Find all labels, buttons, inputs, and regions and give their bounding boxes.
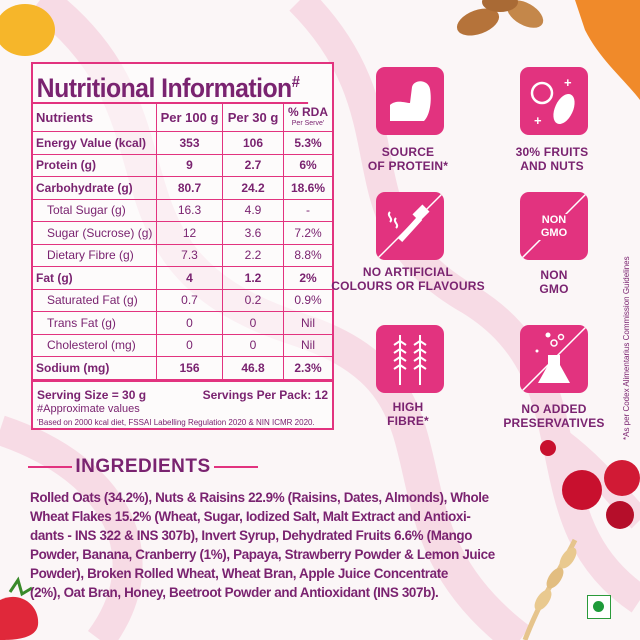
cell-rda: - xyxy=(283,198,332,222)
non-gmo-icon: NON GMO xyxy=(520,192,588,260)
cell-per30: 0 xyxy=(222,333,284,357)
table-row: Fat (g) 4 1.2 2% xyxy=(33,266,332,290)
svg-text:+: + xyxy=(534,113,542,128)
table-header: Nutrients Per 100 g Per 30 g % RDA Per Se… xyxy=(33,104,332,132)
table-row: Cholesterol (mg) 0 0 Nil xyxy=(33,333,332,357)
dropper-crossed-icon xyxy=(376,192,444,260)
cell-name: Carbohydrate (g) xyxy=(33,176,157,200)
cell-per100: 7.3 xyxy=(156,243,223,267)
cell-rda: 2% xyxy=(283,266,332,290)
cell-name: Sodium (mg) xyxy=(33,356,157,380)
cell-per30: 106 xyxy=(222,131,284,155)
cell-per100: 12 xyxy=(156,221,223,245)
table-row: Total Sugar (g) 16.3 4.9- xyxy=(33,198,332,222)
cell-name: Fat (g) xyxy=(33,266,157,290)
strawberry-image xyxy=(0,596,39,640)
cell-per30: 4.9 xyxy=(222,198,284,222)
nutrition-title: Nutritional Information# xyxy=(33,64,309,104)
cell-rda: 7.2% xyxy=(283,221,332,245)
ingredients-text: Rolled Oats (34.2%), Nuts & Raisins 22.9… xyxy=(30,490,495,600)
cell-name: Dietary Fibre (g) xyxy=(33,243,157,267)
cell-per30: 24.2 xyxy=(222,176,284,200)
table-row: Dietary Fibre (g) 7.3 2.2 8.8% xyxy=(33,243,332,267)
ingredients-heading: INGREDIENTS xyxy=(28,455,259,479)
apple-almond-icon: + + xyxy=(520,67,588,135)
cell-per100: 4 xyxy=(156,266,223,290)
cell-per100: 16.3 xyxy=(156,198,223,222)
cell-name: Protein (g) xyxy=(33,153,157,177)
cell-rda: 8.8% xyxy=(283,243,332,267)
cell-rda: 2.3% xyxy=(283,356,332,380)
cell-name: Trans Fat (g) xyxy=(33,311,157,335)
table-row: Sodium (mg) 156 46.8 2.3% xyxy=(33,356,332,380)
nutrition-table: Nutritional Information# Nutrients Per 1… xyxy=(31,62,334,430)
cell-rda: Nil xyxy=(283,333,332,357)
table-row: Trans Fat (g) 0 0 Nil xyxy=(33,311,332,335)
cranberry-image xyxy=(604,460,640,496)
cell-rda: 0.9% xyxy=(283,288,332,312)
cell-per30: 3.6 xyxy=(222,221,284,245)
cell-name: Saturated Fat (g) xyxy=(33,288,157,312)
cell-per30: 0 xyxy=(222,311,284,335)
almond-image xyxy=(482,0,518,12)
cell-rda: Nil xyxy=(283,311,332,335)
cell-rda: 6% xyxy=(283,153,332,177)
cranberry-image xyxy=(540,440,556,456)
cranberry-image xyxy=(606,501,634,529)
cell-per100: 353 xyxy=(156,131,223,155)
almond-image xyxy=(506,0,544,28)
table-row: Energy Value (kcal) 353 106 5.3% xyxy=(33,131,332,155)
flexed-arm-icon xyxy=(376,67,444,135)
mango-image xyxy=(0,4,55,56)
cell-per100: 9 xyxy=(156,153,223,177)
cell-per100: 80.7 xyxy=(156,176,223,200)
cell-name: Energy Value (kcal) xyxy=(33,131,157,155)
cell-per30: 46.8 xyxy=(222,356,284,380)
cell-name: Total Sugar (g) xyxy=(33,198,157,222)
papaya-image xyxy=(575,0,640,100)
cell-rda: 18.6% xyxy=(283,176,332,200)
cell-per100: 156 xyxy=(156,356,223,380)
table-row: Sugar (Sucrose) (g) 12 3.6 7.2% xyxy=(33,221,332,245)
flask-crossed-icon xyxy=(520,325,588,393)
cell-rda: 5.3% xyxy=(283,131,332,155)
divider xyxy=(28,466,73,468)
cell-per30: 2.2 xyxy=(222,243,284,267)
cell-name: Cholesterol (mg) xyxy=(33,333,157,357)
cell-name: Sugar (Sucrose) (g) xyxy=(33,221,157,245)
cell-per30: 2.7 xyxy=(222,153,284,177)
vegetarian-mark-icon xyxy=(587,595,611,619)
cell-per100: 0.7 xyxy=(156,288,223,312)
nutrition-footer: Serving Size = 30 g Servings Per Pack: 12… xyxy=(33,379,332,427)
table-row: Carbohydrate (g) 80.7 24.2 18.6% xyxy=(33,176,332,200)
wheat-icon xyxy=(376,325,444,393)
cranberry-image xyxy=(562,470,602,510)
codex-footnote: *As per Codex Alimentarius Commission Gu… xyxy=(622,256,631,440)
svg-text:+: + xyxy=(564,75,572,90)
cell-per30: 0.2 xyxy=(222,288,284,312)
table-row: Protein (g) 9 2.7 6% xyxy=(33,153,332,177)
cell-per100: 0 xyxy=(156,311,223,335)
almond-image xyxy=(456,8,500,36)
cell-per30: 1.2 xyxy=(222,266,284,290)
cell-per100: 0 xyxy=(156,333,223,357)
table-row: Saturated Fat (g) 0.7 0.2 0.9% xyxy=(33,288,332,312)
divider xyxy=(213,466,259,468)
